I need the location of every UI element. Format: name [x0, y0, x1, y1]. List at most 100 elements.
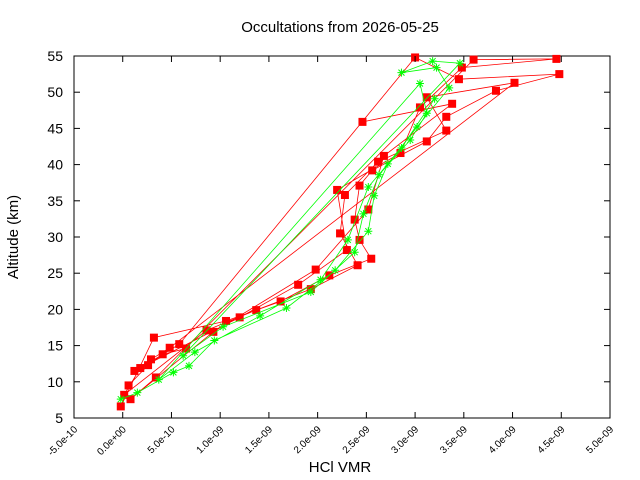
data-point — [355, 235, 364, 244]
data-point — [358, 117, 367, 126]
data-point — [169, 368, 178, 377]
data-point — [448, 99, 457, 108]
data-point — [210, 336, 219, 345]
x-tick-label: 4.5e-09 — [536, 424, 568, 456]
data-point — [350, 248, 359, 257]
data-point — [367, 254, 376, 263]
data-point — [422, 109, 431, 118]
data-point — [397, 68, 406, 77]
data-point — [383, 159, 392, 168]
data-point — [154, 375, 163, 384]
x-tick-label: -5.0e-10 — [46, 424, 80, 458]
data-point — [158, 350, 167, 359]
y-tick-label: 5 — [55, 410, 63, 426]
data-point — [175, 340, 184, 349]
data-point — [442, 126, 451, 135]
data-point — [413, 122, 422, 131]
data-point — [331, 266, 340, 275]
data-point — [364, 183, 373, 192]
data-point — [146, 355, 155, 364]
data-point — [124, 381, 133, 390]
y-tick-label: 20 — [47, 301, 63, 317]
data-point — [368, 166, 377, 175]
data-point — [116, 395, 125, 404]
y-tick-label: 55 — [47, 48, 63, 64]
y-tick-label: 30 — [47, 229, 63, 245]
data-point — [222, 316, 231, 325]
data-point — [252, 306, 261, 315]
data-point — [333, 185, 342, 194]
x-tick-label: 4.0e-09 — [487, 424, 519, 456]
data-point — [294, 280, 303, 289]
data-point — [491, 86, 500, 95]
data-point — [343, 235, 352, 244]
data-point — [256, 311, 265, 320]
data-point — [415, 103, 424, 112]
data-point — [510, 78, 519, 87]
data-point — [415, 79, 424, 88]
data-point — [353, 261, 362, 270]
data-point — [136, 364, 145, 373]
chart-title: Occultations from 2026-05-25 — [241, 19, 439, 36]
data-point — [555, 70, 564, 79]
data-point — [457, 63, 466, 72]
y-axis-label: Altitude (km) — [5, 195, 22, 279]
data-point — [396, 149, 405, 158]
data-point — [552, 54, 561, 63]
data-point — [454, 75, 463, 84]
data-point — [190, 348, 199, 357]
x-tick-label: 5.0e-10 — [146, 424, 178, 456]
data-point — [370, 191, 379, 200]
x-axis-label: HCl VMR — [309, 459, 372, 476]
data-point — [149, 333, 158, 342]
data-point — [306, 288, 315, 297]
data-point — [374, 157, 383, 166]
y-tick-label: 25 — [47, 265, 63, 281]
data-point — [379, 151, 388, 160]
data-point — [364, 227, 373, 236]
data-point — [130, 366, 139, 375]
data-point — [469, 55, 478, 64]
data-point — [184, 361, 193, 370]
data-point — [364, 205, 373, 214]
y-tick-label: 10 — [47, 374, 63, 390]
data-point — [276, 297, 285, 306]
y-tick-label: 35 — [47, 193, 63, 209]
data-point — [397, 143, 406, 152]
data-point — [116, 402, 125, 411]
series-2 — [116, 57, 464, 404]
data-point — [144, 361, 153, 370]
x-tick-label: 1.0e-09 — [195, 424, 227, 456]
data-point — [359, 209, 368, 218]
data-point — [209, 327, 218, 336]
data-point — [406, 135, 415, 144]
x-tick-label: 0.0e+00 — [95, 424, 129, 458]
data-point — [179, 351, 188, 360]
data-point — [455, 59, 464, 68]
x-tick-label: 2.0e-09 — [292, 424, 324, 456]
data-point — [342, 246, 351, 255]
data-point — [120, 390, 129, 399]
y-tick-label: 45 — [47, 120, 63, 136]
data-point — [375, 170, 384, 179]
data-point — [316, 275, 325, 284]
data-point — [432, 63, 441, 72]
data-point — [336, 229, 345, 238]
data-point — [428, 57, 437, 66]
data-point — [282, 303, 291, 312]
data-point — [311, 265, 320, 274]
x-tick-label: 3.0e-09 — [389, 424, 421, 456]
x-tick-label: 5.0e-09 — [584, 424, 616, 456]
data-point — [442, 112, 451, 121]
x-tick-label: 1.5e-09 — [243, 424, 275, 456]
data-point — [422, 137, 431, 146]
x-tick-label: 3.5e-09 — [438, 424, 470, 456]
series-layer — [116, 53, 564, 411]
data-point — [133, 388, 142, 397]
data-point — [151, 373, 160, 382]
data-point — [126, 395, 135, 404]
data-point — [350, 215, 359, 224]
x-tick-label: 2.5e-09 — [341, 424, 373, 456]
data-point — [355, 181, 364, 190]
